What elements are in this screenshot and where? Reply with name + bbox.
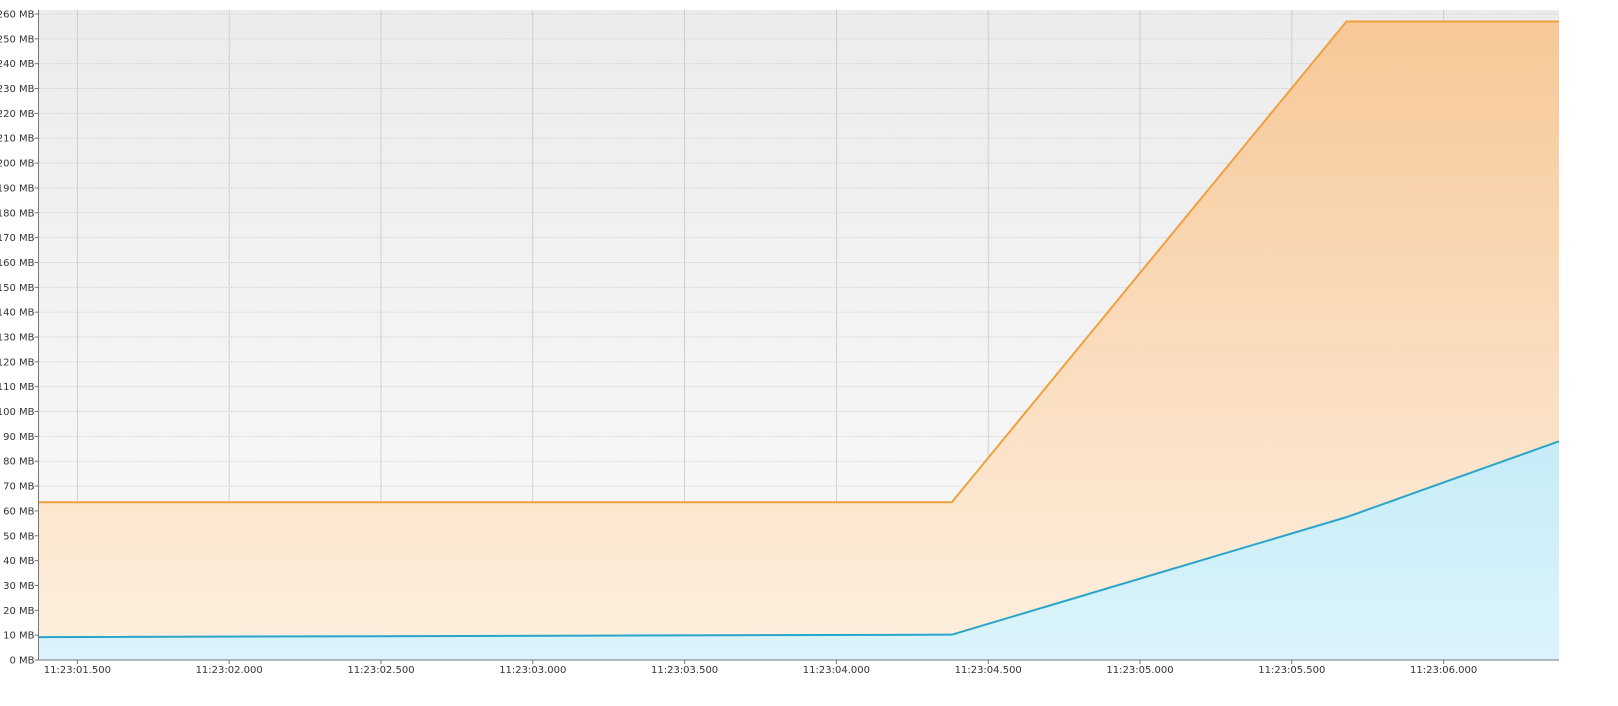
- y-tick-label: 190 MB: [0, 183, 35, 194]
- x-tick-label: 11:23:05.500: [1258, 665, 1325, 676]
- y-tick-label: 170 MB: [0, 233, 35, 244]
- x-tick-label: 11:23:05.000: [1106, 665, 1173, 676]
- y-tick-label: 110 MB: [0, 382, 35, 393]
- y-tick-label: 120 MB: [0, 357, 35, 368]
- series-area-1: [38, 441, 1559, 660]
- y-tick-label: 70 MB: [3, 482, 35, 493]
- y-tick-label: 240 MB: [0, 59, 35, 70]
- y-tick-label: 210 MB: [0, 134, 35, 145]
- series-area-0: [38, 21, 1559, 660]
- x-tick-label: 11:23:06.000: [1410, 665, 1477, 676]
- x-tick-label: 11:23:04.500: [955, 665, 1022, 676]
- y-tick-label: 160 MB: [0, 258, 35, 269]
- x-tick-label: 11:23:01.500: [44, 665, 111, 676]
- y-tick-label: 0 MB: [9, 656, 34, 667]
- y-tick-label: 250 MB: [0, 34, 35, 45]
- y-tick-label: 150 MB: [0, 283, 35, 294]
- y-tick-label: 60 MB: [3, 506, 35, 517]
- y-tick-label: 130 MB: [0, 333, 35, 344]
- y-tick-label: 10 MB: [3, 631, 35, 642]
- y-tick-label: 140 MB: [0, 308, 35, 319]
- y-tick-label: 260 MB: [0, 10, 35, 21]
- x-tick-label: 11:23:02.500: [347, 665, 414, 676]
- y-tick-label: 100 MB: [0, 407, 35, 418]
- x-tick-label: 11:23:03.000: [499, 665, 566, 676]
- y-tick-label: 20 MB: [3, 606, 35, 617]
- y-tick-label: 90 MB: [3, 432, 35, 443]
- y-tick-label: 230 MB: [0, 84, 35, 95]
- series-line-0: [38, 20, 1559, 504]
- y-tick-label: 220 MB: [0, 109, 35, 120]
- y-tick-label: 80 MB: [3, 457, 35, 468]
- y-tick-label: 30 MB: [3, 581, 35, 592]
- x-tick-label: 11:23:02.000: [196, 665, 263, 676]
- y-tick-label: 50 MB: [3, 531, 35, 542]
- y-tick-label: 200 MB: [0, 159, 35, 170]
- y-tick-label: 40 MB: [3, 556, 35, 567]
- x-tick-label: 11:23:04.000: [803, 665, 870, 676]
- y-tick-label: 180 MB: [0, 208, 35, 219]
- series-line-1: [38, 440, 1560, 639]
- x-tick-label: 11:23:03.500: [651, 665, 718, 676]
